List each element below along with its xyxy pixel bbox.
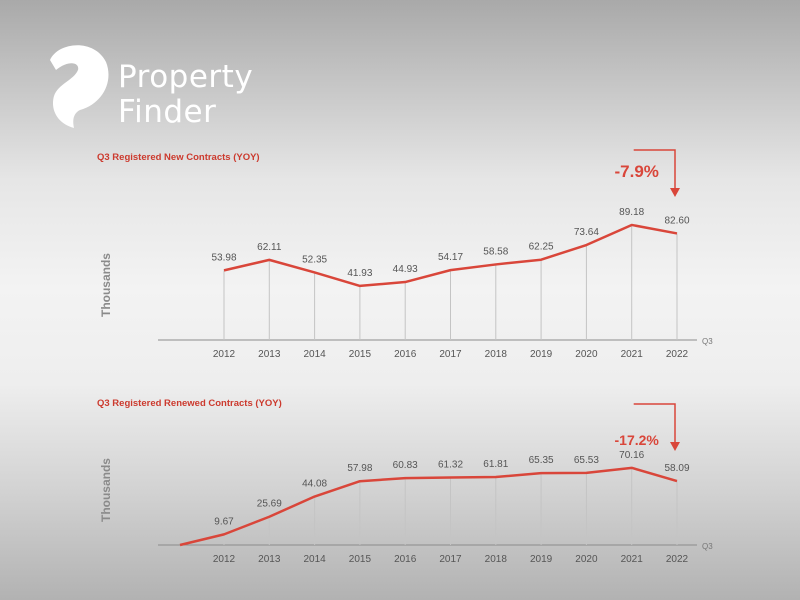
data-label: 52.35 <box>302 254 327 265</box>
data-label: 61.81 <box>483 459 508 470</box>
property-finder-logo-icon <box>50 45 109 128</box>
data-label: 61.32 <box>438 460 463 471</box>
annotation-bracket <box>633 403 676 444</box>
x-tick-label: 2015 <box>349 554 372 565</box>
chart-title-new-contracts: Q3 Registered New Contracts (YOY) <box>97 152 260 163</box>
x-tick-label: 2017 <box>439 554 462 565</box>
annotation-bracket <box>633 149 676 190</box>
annotation-label: -7.9% <box>614 162 658 181</box>
data-label: 44.93 <box>393 264 418 275</box>
x-tick-label: 2016 <box>394 349 417 360</box>
x-tick-label: 2022 <box>666 554 689 565</box>
data-label: 82.60 <box>664 215 689 226</box>
data-label: 41.93 <box>347 268 372 279</box>
series-line <box>179 466 678 547</box>
data-label: 54.17 <box>438 252 463 263</box>
x-tick-label: 2020 <box>575 554 598 565</box>
data-label: 62.25 <box>529 242 554 253</box>
data-label: 65.35 <box>529 455 554 466</box>
data-label: 89.18 <box>619 207 644 218</box>
data-label: 65.53 <box>574 455 599 466</box>
data-label: 62.11 <box>257 242 282 253</box>
annotation-arrow-icon <box>670 188 680 197</box>
x-tick-label: 2022 <box>666 349 689 360</box>
period-label: Q3 <box>702 542 713 551</box>
x-tick-label: 2014 <box>303 554 326 565</box>
annotation-arrow-icon <box>670 442 680 451</box>
annotation-label: -17.2% <box>615 432 660 448</box>
data-label: 70.16 <box>619 450 644 461</box>
x-tick-label: 2015 <box>349 349 372 360</box>
x-tick-label: 2018 <box>485 349 508 360</box>
chart-renewed-contracts: Thousands Q3 2012 2013 2014 2015 2016 2017 2018 2… <box>99 403 713 565</box>
x-tick-label: 2013 <box>258 349 281 360</box>
x-tick-label: 2013 <box>258 554 281 565</box>
data-label: 44.08 <box>302 479 327 490</box>
x-tick-label: 2020 <box>575 349 598 360</box>
x-tick-label: 2012 <box>213 554 236 565</box>
x-tick-label: 2014 <box>303 349 326 360</box>
brand-lockup: Property Finder <box>48 40 308 132</box>
data-label: 25.69 <box>257 499 282 510</box>
x-tick-label: 2019 <box>530 349 553 360</box>
y-axis-label: Thousands <box>99 253 113 317</box>
brand-name-line-2: Finder <box>118 94 217 130</box>
x-tick-label: 2012 <box>213 349 236 360</box>
x-tick-label: 2021 <box>621 349 644 360</box>
data-label: 58.58 <box>483 246 508 257</box>
x-tick-label: 2017 <box>439 349 462 360</box>
x-tick-label: 2021 <box>621 554 644 565</box>
data-label: 73.64 <box>574 227 599 238</box>
x-tick-label: 2019 <box>530 554 553 565</box>
data-label: 9.67 <box>214 516 234 527</box>
data-label: 53.98 <box>211 252 236 263</box>
series-line <box>223 223 678 288</box>
chart-title-renewed-contracts: Q3 Registered Renewed Contracts (YOY) <box>97 398 282 409</box>
brand-name-line-1: Property <box>118 59 254 95</box>
x-tick-label: 2016 <box>394 554 417 565</box>
chart-new-contracts: Thousands Q3 2012 2013 2014 2015 2016 2017 2018 2… <box>99 149 713 360</box>
data-label: 57.98 <box>347 463 372 474</box>
y-axis-label: Thousands <box>99 458 113 522</box>
brand-name: Property Finder <box>118 60 253 130</box>
data-label: 60.83 <box>393 460 418 471</box>
x-tick-label: 2018 <box>485 554 508 565</box>
data-label: 58.09 <box>664 463 689 474</box>
period-label: Q3 <box>702 337 713 346</box>
